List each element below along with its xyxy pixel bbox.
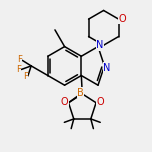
Text: N: N <box>104 63 111 73</box>
Text: B: B <box>77 88 84 98</box>
Text: O: O <box>96 97 104 107</box>
Text: N: N <box>96 40 104 50</box>
Text: F: F <box>17 55 22 64</box>
Text: F: F <box>16 65 21 74</box>
Text: F: F <box>23 72 28 81</box>
Text: O: O <box>119 14 126 24</box>
Text: O: O <box>61 97 69 107</box>
